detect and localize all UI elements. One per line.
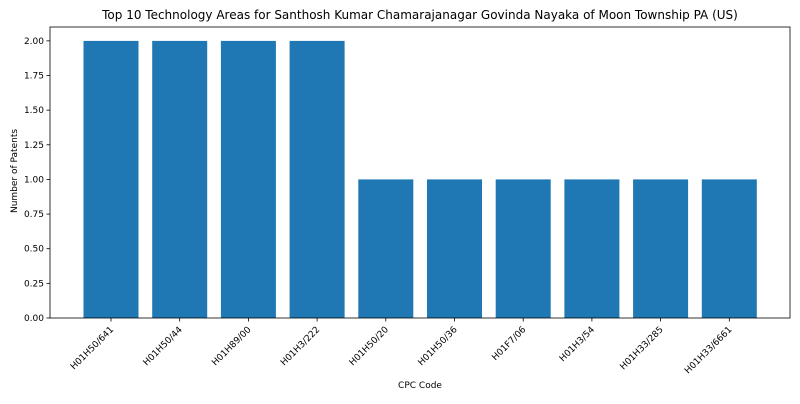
x-axis-label: CPC Code xyxy=(398,381,442,391)
y-tick-label: 1.25 xyxy=(24,141,44,151)
bar-7 xyxy=(564,179,619,318)
y-tick-label: 0.00 xyxy=(24,314,44,324)
bar-6 xyxy=(496,179,551,318)
y-tick-label: 0.50 xyxy=(24,245,44,255)
bar-1 xyxy=(152,41,207,318)
y-tick-label: 2.00 xyxy=(24,37,44,47)
y-tick-label: 1.50 xyxy=(24,106,44,116)
y-axis-label: Number of Patents xyxy=(10,129,20,213)
y-tick-label: 1.00 xyxy=(24,175,44,185)
bar-5 xyxy=(427,179,482,318)
chart-title: Top 10 Technology Areas for Santhosh Kum… xyxy=(101,8,738,22)
bar-9 xyxy=(702,179,757,318)
bar-8 xyxy=(633,179,688,318)
y-tick-label: 0.25 xyxy=(24,279,44,289)
y-tick-label: 0.75 xyxy=(24,210,44,220)
bar-3 xyxy=(290,41,345,318)
bar-0 xyxy=(84,41,139,318)
bar-4 xyxy=(358,179,413,318)
y-tick-label: 1.75 xyxy=(24,72,44,82)
bar-2 xyxy=(221,41,276,318)
